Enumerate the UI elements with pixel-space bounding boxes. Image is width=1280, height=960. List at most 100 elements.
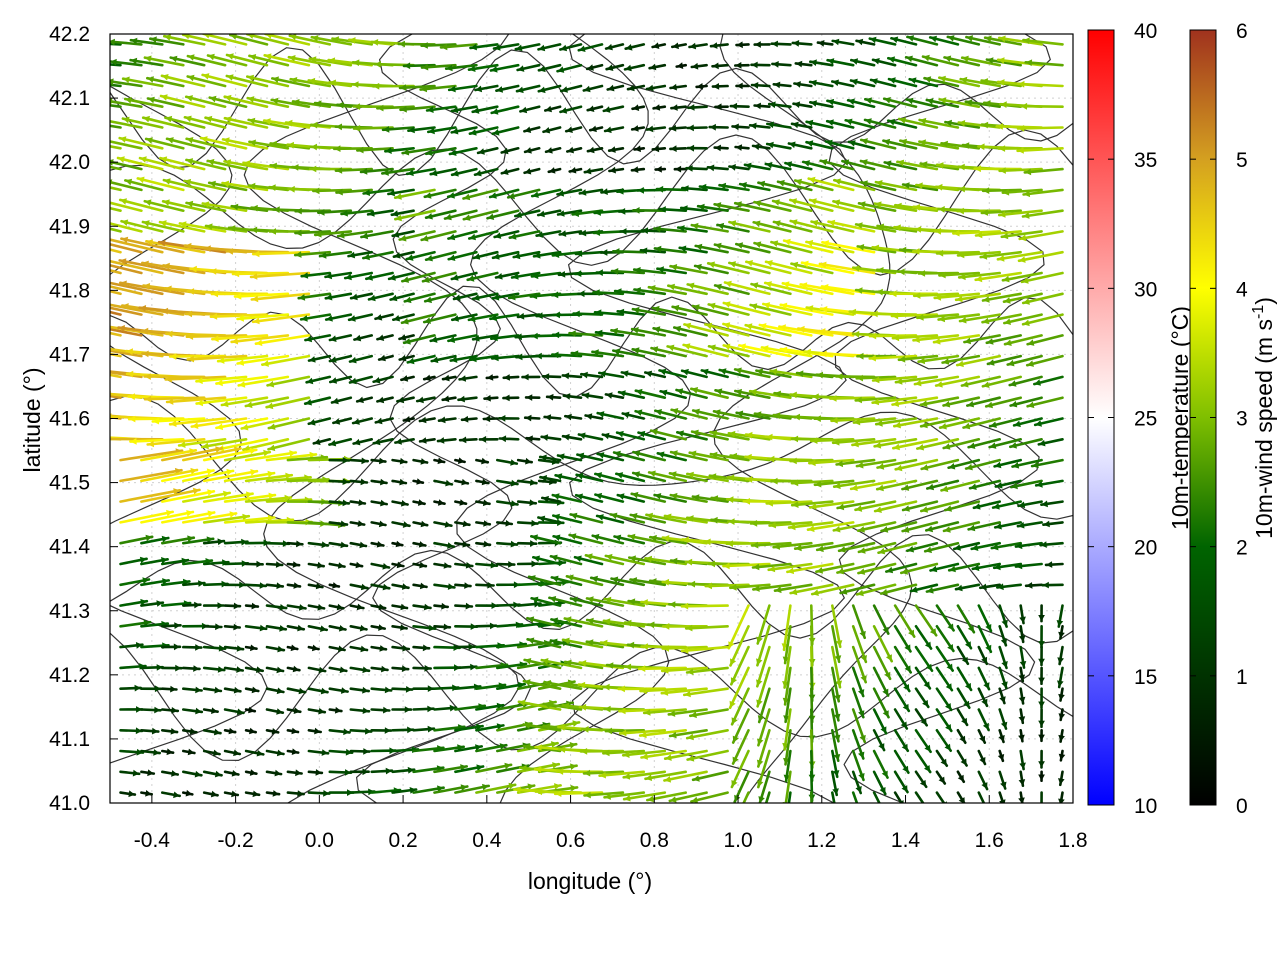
wind-vector — [159, 94, 206, 108]
wind-vector — [400, 375, 415, 382]
wind-vector — [475, 581, 495, 589]
wind-vector — [540, 495, 562, 503]
wind-vector — [441, 374, 457, 382]
wind-vector — [669, 83, 688, 91]
wind-vector — [893, 666, 911, 693]
wind-vector — [937, 75, 981, 88]
wind-vector — [433, 457, 446, 465]
wind-vector — [400, 313, 436, 325]
wind-vector — [177, 437, 227, 448]
wind-vector — [872, 708, 888, 735]
wind-vector — [583, 791, 625, 799]
wind-vector — [164, 115, 206, 129]
wind-vector — [454, 457, 466, 464]
wind-vector — [558, 43, 583, 52]
wind-vector — [307, 749, 330, 756]
wind-vector — [830, 728, 841, 763]
wind-vector — [871, 396, 918, 406]
wind-vector — [316, 209, 353, 216]
wind-vector — [827, 219, 876, 233]
wind-vector — [223, 560, 250, 567]
wind-vector — [764, 260, 813, 275]
wind-vector — [244, 602, 260, 610]
wind-vector — [550, 575, 583, 587]
wind-vector — [568, 330, 604, 337]
wind-vector — [140, 467, 199, 483]
wind-vector — [488, 188, 520, 199]
wind-vector — [476, 147, 499, 155]
wind-vector — [872, 645, 892, 681]
wind-vector — [1057, 666, 1064, 689]
wind-vector — [974, 230, 1023, 239]
wind-vector — [307, 354, 332, 363]
wind-vector — [707, 344, 750, 358]
wind-vector — [680, 645, 729, 654]
wind-vector — [997, 145, 1043, 152]
wind-vector — [807, 176, 855, 192]
wind-vector — [412, 603, 432, 611]
wind-vector — [449, 354, 478, 363]
wind-vector — [661, 645, 708, 652]
wind-vector — [988, 437, 1023, 449]
wind-vector — [110, 327, 143, 337]
wind-vector — [893, 749, 910, 775]
wind-vector — [299, 313, 332, 322]
wind-vector — [400, 271, 436, 283]
x-tick-label: 0.8 — [640, 829, 669, 852]
wind-vector — [169, 55, 206, 67]
wind-vector — [527, 575, 562, 587]
wind-vector — [689, 387, 729, 400]
wind-vector — [362, 188, 394, 196]
wind-vector — [307, 624, 329, 632]
wind-vector — [349, 541, 368, 549]
wind-vector — [267, 417, 311, 430]
contour-line — [110, 129, 1073, 276]
wind-vector — [686, 749, 729, 762]
wind-vector — [489, 63, 520, 73]
wind-vector — [110, 206, 122, 212]
wind-vector — [223, 492, 277, 503]
wind-vector — [767, 562, 813, 573]
wind-vector — [1002, 292, 1043, 304]
wind-vector — [808, 100, 834, 108]
wind-vector — [998, 791, 1006, 803]
wind-vector — [349, 686, 371, 694]
wind-vector — [644, 555, 688, 566]
wind-vector — [807, 458, 855, 467]
wind-vector — [270, 76, 311, 88]
wind-vector — [640, 749, 688, 760]
wind-vector — [570, 350, 604, 358]
wind-vector — [793, 81, 813, 88]
wind-vector — [851, 265, 897, 275]
wind-vector — [1033, 375, 1064, 386]
wind-vector — [457, 395, 478, 403]
wind-vector — [974, 271, 1023, 283]
wind-vector — [617, 390, 646, 400]
wind-vector — [248, 139, 290, 150]
wind-vector — [968, 479, 1002, 490]
wind-vector — [675, 430, 708, 441]
wind-vector — [182, 686, 203, 694]
wind-vector — [443, 209, 478, 221]
wind-vector — [310, 35, 353, 46]
wind-vector — [475, 702, 505, 711]
wind-vector — [433, 541, 456, 549]
wind-vector — [549, 554, 583, 566]
wind-vector — [713, 283, 750, 296]
wind-vector — [185, 200, 227, 212]
wind-vector — [653, 245, 688, 254]
wind-vector — [851, 708, 867, 744]
wind-vector — [730, 687, 750, 726]
wind-vector — [575, 472, 604, 483]
wind-vector — [497, 415, 520, 422]
wind-vector — [110, 78, 143, 88]
wind-vector — [851, 437, 897, 448]
wind-vector — [742, 791, 750, 803]
wind-vector — [588, 125, 604, 133]
wind-vector — [883, 160, 918, 171]
wind-vector — [537, 63, 562, 73]
wind-vector — [206, 53, 248, 67]
contour-line — [456, 34, 692, 803]
wind-vector — [143, 373, 206, 380]
wind-vector — [855, 38, 876, 46]
